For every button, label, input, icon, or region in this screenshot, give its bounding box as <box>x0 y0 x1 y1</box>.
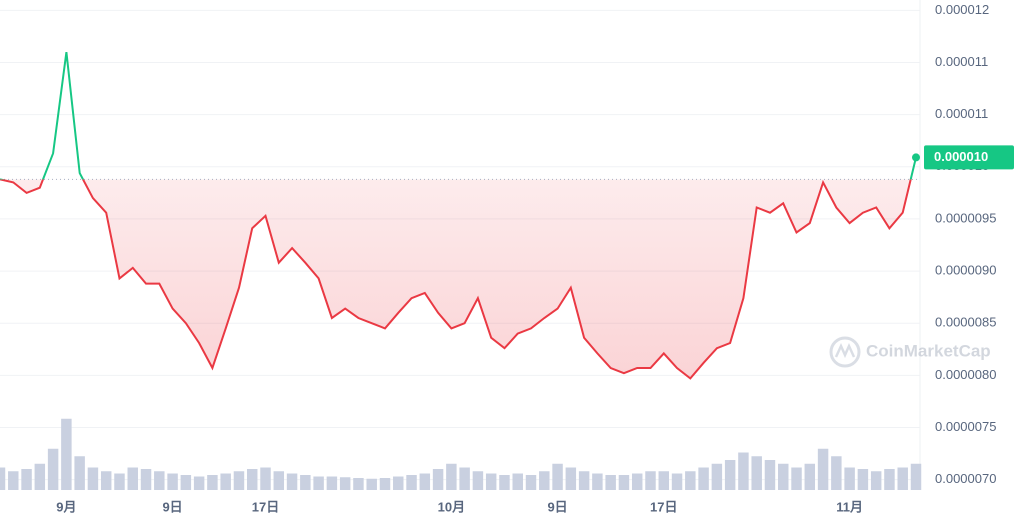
volume-bar <box>764 460 776 490</box>
volume-bar <box>804 463 816 490</box>
volume-bar <box>817 448 829 490</box>
y-tick-label: 0.0000080 <box>935 367 996 382</box>
volume-bar <box>870 471 882 490</box>
volume-bar <box>273 471 285 490</box>
volume-bar <box>751 456 762 490</box>
volume-bar <box>512 473 523 490</box>
volume-bar <box>485 473 497 490</box>
volume-bar <box>419 473 431 490</box>
volume-bar <box>87 467 99 490</box>
volume-bar <box>233 471 245 490</box>
x-tick-label: 9月 <box>56 499 76 514</box>
volume-bar <box>300 475 311 490</box>
y-tick-label: 0.000011 <box>935 54 988 69</box>
volume-bar <box>193 476 205 490</box>
volume-bar <box>724 460 736 490</box>
volume-bar <box>61 418 72 490</box>
y-tick-label: 0.0000095 <box>935 210 996 225</box>
x-tick-label: 10月 <box>438 499 465 514</box>
volume-bar <box>910 463 922 490</box>
volume-bar <box>406 475 417 490</box>
y-tick-label: 0.0000090 <box>935 263 996 278</box>
volume-bar <box>339 477 351 490</box>
volume-bar <box>47 448 59 490</box>
volume-bar <box>592 473 603 490</box>
x-tick-label: 9日 <box>162 499 182 514</box>
y-tick-label: 0.0000075 <box>935 419 996 434</box>
volume-bar <box>432 469 444 490</box>
volume-bar <box>100 471 112 490</box>
price-badge-text: 0.000010 <box>934 149 988 164</box>
volume-bar <box>220 473 231 490</box>
volume-bar <box>884 469 895 490</box>
volume-bar <box>286 473 298 490</box>
volume-bar <box>552 463 563 490</box>
volume-bar <box>246 469 258 490</box>
volume-bar <box>393 476 404 490</box>
volume-bar <box>844 467 855 490</box>
watermark: CoinMarketCap <box>829 336 991 368</box>
volume-bar <box>685 471 696 490</box>
y-tick-label: 0.0000070 <box>935 471 996 486</box>
volume-bar <box>578 471 590 490</box>
volume-bar <box>154 471 165 490</box>
volume-bar <box>565 467 577 490</box>
volume-bar <box>127 467 138 490</box>
volume-bar <box>260 467 271 490</box>
volume-bar <box>778 463 789 490</box>
volume-bar <box>897 467 908 490</box>
volume-bar <box>857 469 869 490</box>
volume-bar <box>21 469 32 490</box>
area-fill <box>0 179 911 379</box>
y-tick-label: 0.000012 <box>935 2 989 17</box>
volume-bar <box>472 471 484 490</box>
volume-bar <box>618 475 630 490</box>
current-dot <box>912 153 920 162</box>
volume-bar <box>8 471 19 490</box>
volume-bar <box>313 476 324 490</box>
y-tick-label: 0.0000085 <box>935 315 996 330</box>
volume-bar <box>180 475 192 490</box>
volume-bar <box>698 467 709 490</box>
volume-bar <box>74 456 85 490</box>
volume-bar <box>499 475 510 490</box>
volume-bar <box>140 469 152 490</box>
volume-bar <box>379 478 391 490</box>
x-tick-label: 11月 <box>836 499 863 514</box>
volume-bar <box>34 463 46 490</box>
price-badge <box>924 145 1014 170</box>
price-line-down <box>0 179 912 380</box>
volume-bar <box>658 471 670 490</box>
volume-bar <box>791 467 802 490</box>
volume-bar <box>446 463 457 490</box>
volume-bar <box>671 473 683 490</box>
volume-bar <box>353 478 364 490</box>
volume-bar <box>0 467 6 490</box>
volume-bar <box>459 467 470 490</box>
volume-bar <box>605 475 616 490</box>
volume-bar <box>711 463 723 490</box>
volume-bar <box>539 471 550 490</box>
x-tick-label: 17日 <box>252 499 279 514</box>
x-tick-label: 17日 <box>650 499 677 514</box>
volume-bar <box>738 452 749 490</box>
volume-bar <box>326 476 338 490</box>
x-tick-label: 9日 <box>547 499 567 514</box>
volume-bar <box>114 473 125 490</box>
volume-bar <box>207 475 218 490</box>
volume-bar <box>645 471 656 490</box>
volume-bar <box>525 475 537 490</box>
volume-bar <box>366 478 377 490</box>
volume-bar <box>167 473 178 490</box>
volume-bar <box>631 473 643 490</box>
y-tick-label: 0.000011 <box>935 106 988 121</box>
volume-bar <box>831 456 842 490</box>
watermark-text: CoinMarketCap <box>866 341 991 360</box>
